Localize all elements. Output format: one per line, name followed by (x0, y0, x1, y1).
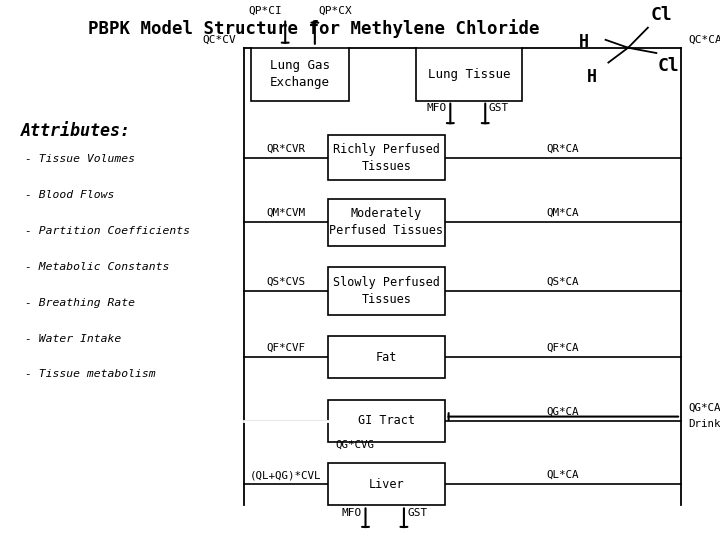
Text: QC*CV: QC*CV (203, 35, 236, 45)
Text: H: H (580, 33, 589, 51)
Text: Fat: Fat (376, 351, 397, 364)
Bar (251, 48, 349, 100)
Bar (328, 463, 445, 505)
Text: QS*CVS: QS*CVS (266, 277, 305, 287)
Text: GI Tract: GI Tract (358, 414, 415, 427)
Text: QL*CA: QL*CA (546, 470, 579, 480)
Text: MFO: MFO (426, 103, 447, 113)
Text: Slowly Perfused
Tissues: Slowly Perfused Tissues (333, 276, 440, 306)
Text: - Blood Flows: - Blood Flows (24, 190, 114, 200)
Text: QP*CI: QP*CI (248, 6, 282, 16)
Text: QG*CVG: QG*CVG (336, 440, 374, 450)
Text: Lung Tissue: Lung Tissue (428, 68, 510, 80)
Text: QM*CA: QM*CA (546, 208, 579, 218)
Text: Cl: Cl (658, 57, 680, 75)
Text: PBPK Model Structure for Methylene Chloride: PBPK Model Structure for Methylene Chlor… (89, 18, 540, 38)
Bar (416, 48, 522, 100)
Text: Drink: Drink (688, 419, 720, 429)
Text: QF*CA: QF*CA (546, 343, 579, 353)
Text: - Metabolic Constants: - Metabolic Constants (24, 261, 169, 272)
Text: QC*CA: QC*CA (688, 35, 720, 45)
Text: (QL+QG)*CVL: (QL+QG)*CVL (250, 470, 322, 480)
Text: Liver: Liver (369, 478, 404, 491)
Text: - Tissue Volumes: - Tissue Volumes (24, 153, 135, 164)
Text: Richly Perfused
Tissues: Richly Perfused Tissues (333, 143, 440, 173)
Text: GST: GST (408, 508, 428, 518)
Text: QM*CVM: QM*CVM (266, 208, 305, 218)
Bar (328, 336, 445, 379)
Text: Lung Gas
Exchange: Lung Gas Exchange (270, 59, 330, 89)
Bar (328, 267, 445, 315)
Text: - Tissue metabolism: - Tissue metabolism (24, 369, 156, 380)
Text: QG*CA: QG*CA (546, 407, 579, 416)
Bar (328, 199, 445, 246)
Bar (328, 400, 445, 442)
Text: - Breathing Rate: - Breathing Rate (24, 298, 135, 307)
Text: QG*CA: QG*CA (688, 402, 720, 413)
Text: QS*CA: QS*CA (546, 277, 579, 287)
Text: QP*CX: QP*CX (318, 6, 352, 16)
Text: H: H (586, 68, 596, 86)
Text: - Partition Coefficients: - Partition Coefficients (24, 226, 190, 235)
Text: Cl: Cl (651, 6, 672, 24)
Text: Moderately
Perfused Tissues: Moderately Perfused Tissues (330, 207, 444, 238)
Text: QF*CVF: QF*CVF (266, 343, 305, 353)
Bar (328, 135, 445, 180)
Text: - Water Intake: - Water Intake (24, 334, 121, 343)
Text: GST: GST (489, 103, 509, 113)
Text: Attributes:: Attributes: (22, 122, 131, 140)
Text: MFO: MFO (342, 508, 362, 518)
Text: QR*CVR: QR*CVR (266, 143, 305, 153)
Text: QR*CA: QR*CA (546, 143, 579, 153)
